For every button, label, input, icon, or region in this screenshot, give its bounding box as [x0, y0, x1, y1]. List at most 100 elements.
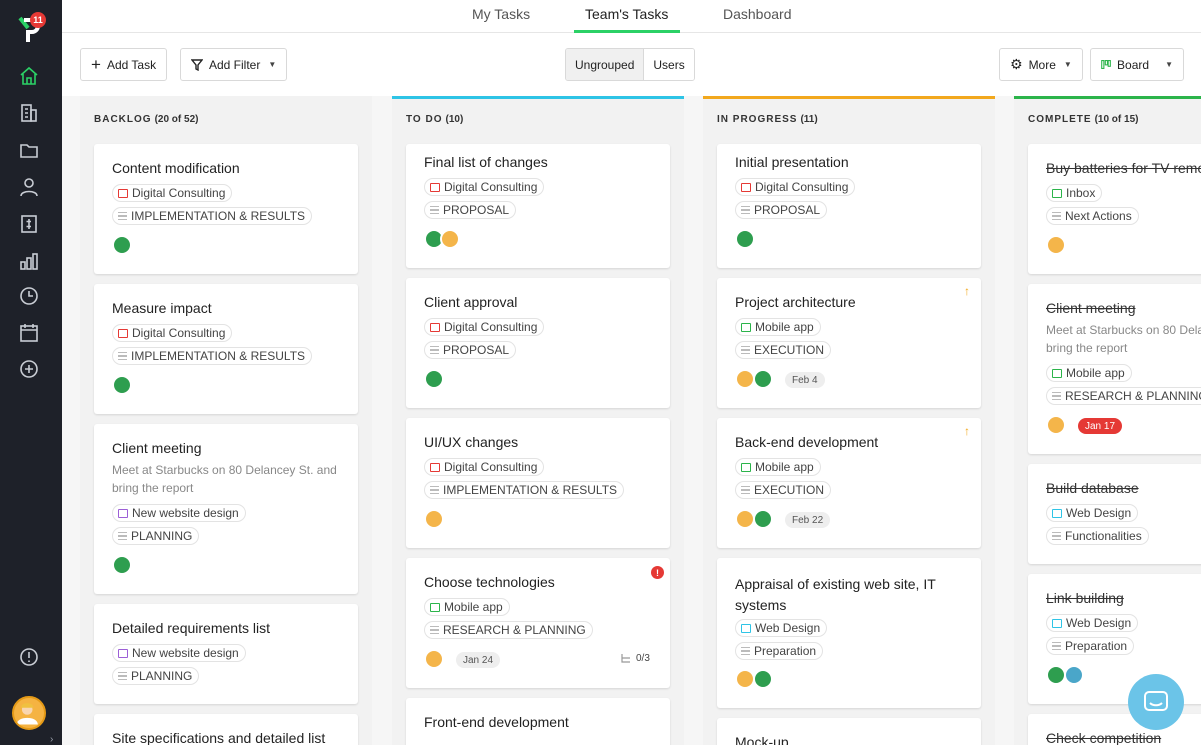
stage-tag[interactable]: IMPLEMENTATION & RESULTS — [424, 481, 625, 499]
project-tag[interactable]: Mobile app — [1046, 364, 1132, 382]
task-card[interactable]: Site specifications and detailed list — [94, 714, 358, 745]
avatar[interactable] — [424, 509, 444, 529]
project-tag[interactable]: Mobile app — [735, 318, 821, 336]
avatar[interactable] — [424, 649, 444, 669]
task-card[interactable]: Initial presentation Digital Consulting … — [717, 144, 981, 268]
due-date-badge[interactable]: Jan 17 — [1078, 418, 1123, 434]
project-tag[interactable]: Digital Consulting — [112, 184, 233, 202]
task-card[interactable]: UI/UX changes Digital Consulting IMPLEME… — [406, 418, 670, 548]
notification-badge[interactable]: 11 — [30, 12, 46, 28]
project-tag[interactable]: Inbox — [1046, 184, 1103, 202]
project-tag[interactable]: Web Design — [1046, 504, 1139, 522]
stage-tag[interactable]: Preparation — [1046, 637, 1135, 655]
more-button[interactable]: ⚙ More ▼ — [999, 48, 1083, 81]
info-icon[interactable] — [18, 646, 40, 668]
tab-my-tasks[interactable]: My Tasks — [472, 6, 531, 22]
avatar[interactable] — [112, 375, 132, 395]
invoice-icon[interactable] — [18, 213, 40, 235]
avatar[interactable] — [753, 509, 773, 529]
project-tag[interactable]: Mobile app — [735, 458, 821, 476]
task-card[interactable]: Appraisal of existing web site, IT syste… — [717, 558, 981, 708]
avatar[interactable] — [735, 369, 755, 389]
stage-tag[interactable]: PROPOSAL — [424, 341, 517, 359]
stage-tag[interactable]: IMPLEMENTATION & RESULTS — [112, 207, 313, 225]
avatar[interactable] — [735, 509, 755, 529]
task-card[interactable]: Final list of changes Digital Consulting… — [406, 144, 670, 268]
clock-icon[interactable] — [18, 285, 40, 307]
stage-tag[interactable]: EXECUTION — [735, 341, 832, 359]
project-tag[interactable]: New website design — [112, 644, 246, 662]
add-circle-icon[interactable] — [18, 358, 40, 380]
stage-tag[interactable]: Functionalities — [1046, 527, 1149, 545]
calendar-icon[interactable] — [18, 322, 40, 344]
project-tag[interactable]: Digital Consulting — [424, 318, 545, 336]
stage-tag[interactable]: PLANNING — [112, 527, 200, 545]
avatar[interactable] — [424, 369, 444, 389]
avatar[interactable] — [112, 235, 132, 255]
task-card[interactable]: Client meeting Meet at Starbucks on 80 D… — [1028, 284, 1201, 454]
tab-dashboard[interactable]: Dashboard — [723, 6, 792, 22]
project-tag[interactable]: Digital Consulting — [424, 178, 545, 196]
task-card[interactable]: Buy batteries for TV remote Inbox Next A… — [1028, 144, 1201, 274]
avatar[interactable] — [753, 669, 773, 689]
caret-down-icon: ▼ — [1165, 60, 1173, 69]
ungrouped-option[interactable]: Ungrouped — [566, 49, 645, 80]
stage-tag[interactable]: PLANNING — [112, 667, 200, 685]
task-card[interactable]: Client meeting Meet at Starbucks on 80 D… — [94, 424, 358, 594]
chat-launcher-button[interactable] — [1128, 674, 1184, 730]
folder-icon[interactable] — [18, 139, 40, 161]
user-avatar[interactable] — [12, 696, 46, 730]
stage-tag[interactable]: RESEARCH & PLANNING — [424, 621, 593, 639]
stage-tag[interactable]: Next Actions — [1046, 207, 1139, 225]
task-card[interactable]: Front-end development — [406, 698, 670, 745]
project-tag[interactable]: Digital Consulting — [424, 458, 545, 476]
task-card[interactable]: Build database Web Design Functionalitie… — [1028, 464, 1201, 564]
due-date-badge[interactable]: Jan 24 — [456, 652, 501, 668]
subtasks-counter[interactable]: 0/3 — [620, 653, 650, 664]
avatar[interactable] — [735, 669, 755, 689]
task-card[interactable]: Project architecture ↑ Mobile app EXECUT… — [717, 278, 981, 408]
users-option[interactable]: Users — [644, 49, 694, 80]
stage-tag[interactable]: IMPLEMENTATION & RESULTS — [112, 347, 313, 365]
project-tag[interactable]: Web Design — [735, 619, 828, 637]
task-card[interactable]: Measure impact Digital Consulting IMPLEM… — [94, 284, 358, 414]
due-date-badge[interactable]: Feb 4 — [785, 372, 825, 388]
stage-tag[interactable]: RESEARCH & PLANNING — [1046, 387, 1201, 405]
task-card[interactable]: Client approval Digital Consulting PROPO… — [406, 278, 670, 408]
reports-icon[interactable] — [18, 250, 40, 272]
stage-tag[interactable]: PROPOSAL — [424, 201, 517, 219]
view-select-button[interactable]: Board ▼ — [1090, 48, 1184, 81]
project-tag[interactable]: Digital Consulting — [735, 178, 856, 196]
add-filter-button[interactable]: Add Filter ▼ — [180, 48, 288, 81]
task-card[interactable]: Link building Web Design Preparation — [1028, 574, 1201, 704]
project-tag[interactable]: Digital Consulting — [112, 324, 233, 342]
stage-tag[interactable]: EXECUTION — [735, 481, 832, 499]
task-card[interactable]: Back-end development ↑ Mobile app EXECUT… — [717, 418, 981, 548]
avatar[interactable] — [1046, 235, 1066, 255]
stage-tag[interactable]: PROPOSAL — [735, 201, 828, 219]
avatar[interactable] — [112, 555, 132, 575]
project-tag[interactable]: Mobile app — [424, 598, 510, 616]
task-card[interactable]: Choose technologies ! Mobile app RESEARC… — [406, 558, 670, 688]
task-card[interactable]: Mock-up — [717, 718, 981, 745]
add-task-button[interactable]: + Add Task — [80, 48, 168, 81]
folder-icon — [118, 328, 128, 338]
project-tag[interactable]: Web Design — [1046, 614, 1139, 632]
project-tag[interactable]: New website design — [112, 504, 246, 522]
tab-teams-tasks[interactable]: Team's Tasks — [585, 6, 669, 22]
avatar[interactable] — [1064, 665, 1084, 685]
avatar[interactable] — [440, 229, 460, 249]
task-card[interactable]: Content modification Digital Consulting … — [94, 144, 358, 274]
building-icon[interactable] — [18, 102, 40, 124]
avatar[interactable] — [1046, 415, 1066, 435]
avatar[interactable] — [735, 229, 755, 249]
priority-arrow-icon: ↑ — [964, 284, 970, 298]
chevron-right-icon[interactable]: › — [50, 734, 54, 745]
user-icon[interactable] — [18, 176, 40, 198]
avatar[interactable] — [1046, 665, 1066, 685]
stage-tag[interactable]: Preparation — [735, 642, 824, 660]
avatar[interactable] — [753, 369, 773, 389]
task-card[interactable]: Detailed requirements list New website d… — [94, 604, 358, 704]
home-icon[interactable] — [18, 65, 40, 87]
due-date-badge[interactable]: Feb 22 — [785, 512, 831, 528]
